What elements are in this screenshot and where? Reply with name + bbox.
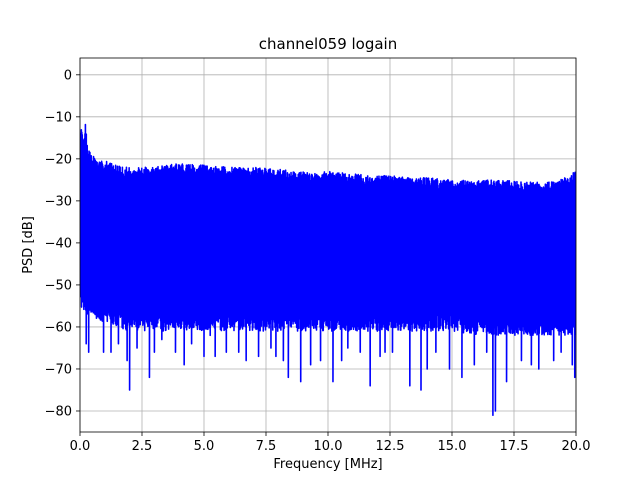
- psd-series: [80, 123, 576, 416]
- y-tick-label: −20: [45, 152, 72, 167]
- x-axis-ticks: 0.0 2.5 5.0 7.5 10.0 12.5 15.0 17.5 20.0: [70, 432, 591, 454]
- y-tick-label: 0: [64, 68, 72, 83]
- y-tick-label: −40: [45, 236, 72, 251]
- x-tick-label: 17.5: [500, 439, 529, 454]
- x-tick-label: 15.0: [438, 439, 467, 454]
- y-tick-label: −80: [45, 404, 72, 419]
- y-tick-label: −30: [45, 194, 72, 209]
- y-axis-label: PSD [dB]: [21, 216, 36, 274]
- x-tick-label: 20.0: [562, 439, 591, 454]
- x-tick-label: 5.0: [194, 439, 215, 454]
- psd-line: [80, 123, 576, 416]
- y-axis-ticks: 0 −10 −20 −30 −40 −50 −60 −70 −80: [45, 68, 80, 419]
- x-axis-label: Frequency [MHz]: [273, 457, 382, 472]
- x-tick-label: 0.0: [70, 439, 91, 454]
- y-tick-label: −70: [45, 362, 72, 377]
- x-tick-label: 10.0: [314, 439, 343, 454]
- y-tick-label: −60: [45, 320, 72, 335]
- x-tick-label: 2.5: [132, 439, 153, 454]
- y-tick-label: −50: [45, 278, 72, 293]
- y-tick-label: −10: [45, 110, 72, 125]
- x-tick-label: 12.5: [376, 439, 405, 454]
- chart-title: channel059 logain: [259, 35, 398, 53]
- x-tick-label: 7.5: [256, 439, 277, 454]
